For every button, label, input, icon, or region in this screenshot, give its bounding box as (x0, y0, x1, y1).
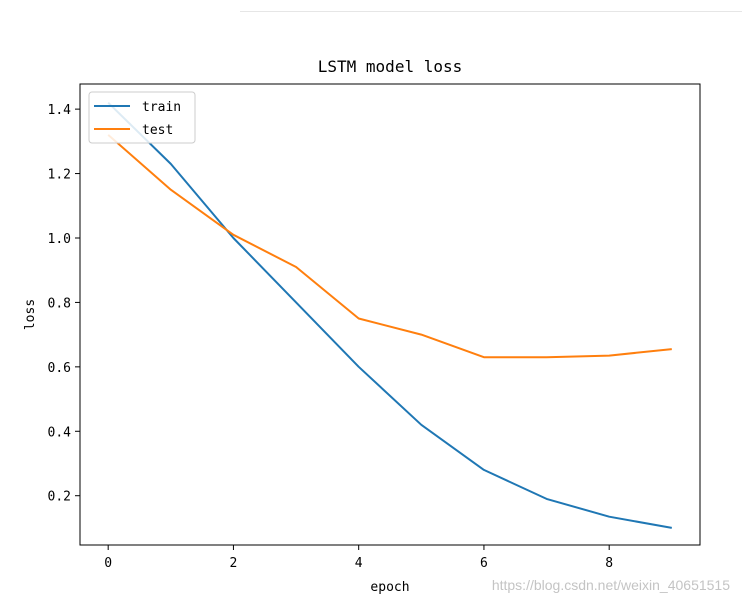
series-layer (107, 101, 672, 529)
x-tick-label: 6 (480, 556, 488, 571)
y-tick-label: 1.4 (48, 103, 72, 118)
y-tick-label: 0.6 (48, 361, 71, 376)
y-tick-label: 0.8 (48, 296, 71, 311)
series-line-test (107, 134, 672, 359)
y-tick-label: 1.2 (48, 168, 71, 183)
legend-box (88, 91, 196, 144)
plot-frame (79, 83, 701, 546)
series-line-train (107, 101, 672, 529)
y-axis-label: loss (23, 299, 38, 330)
legend-label-train: train (142, 100, 181, 115)
y-tick-label: 0.2 (48, 490, 71, 505)
x-tick-label: 2 (230, 556, 238, 571)
x-axis: 0 2 4 6 8 (104, 545, 613, 571)
legend-label-test: test (142, 123, 173, 138)
legend: train test (88, 91, 196, 144)
x-tick-label: 0 (104, 556, 112, 571)
page-divider (240, 11, 742, 12)
watermark: https://blog.csdn.net/weixin_40651515 (491, 577, 730, 593)
y-axis: 0.2 0.4 0.6 0.8 1.0 1.2 1.4 (48, 103, 80, 505)
x-tick-label: 4 (355, 556, 363, 571)
y-tick-label: 0.4 (48, 425, 72, 440)
chart-title: LSTM model loss (318, 57, 463, 76)
y-tick-label: 1.0 (48, 232, 71, 247)
x-axis-label: epoch (370, 580, 409, 595)
x-tick-label: 8 (605, 556, 613, 571)
